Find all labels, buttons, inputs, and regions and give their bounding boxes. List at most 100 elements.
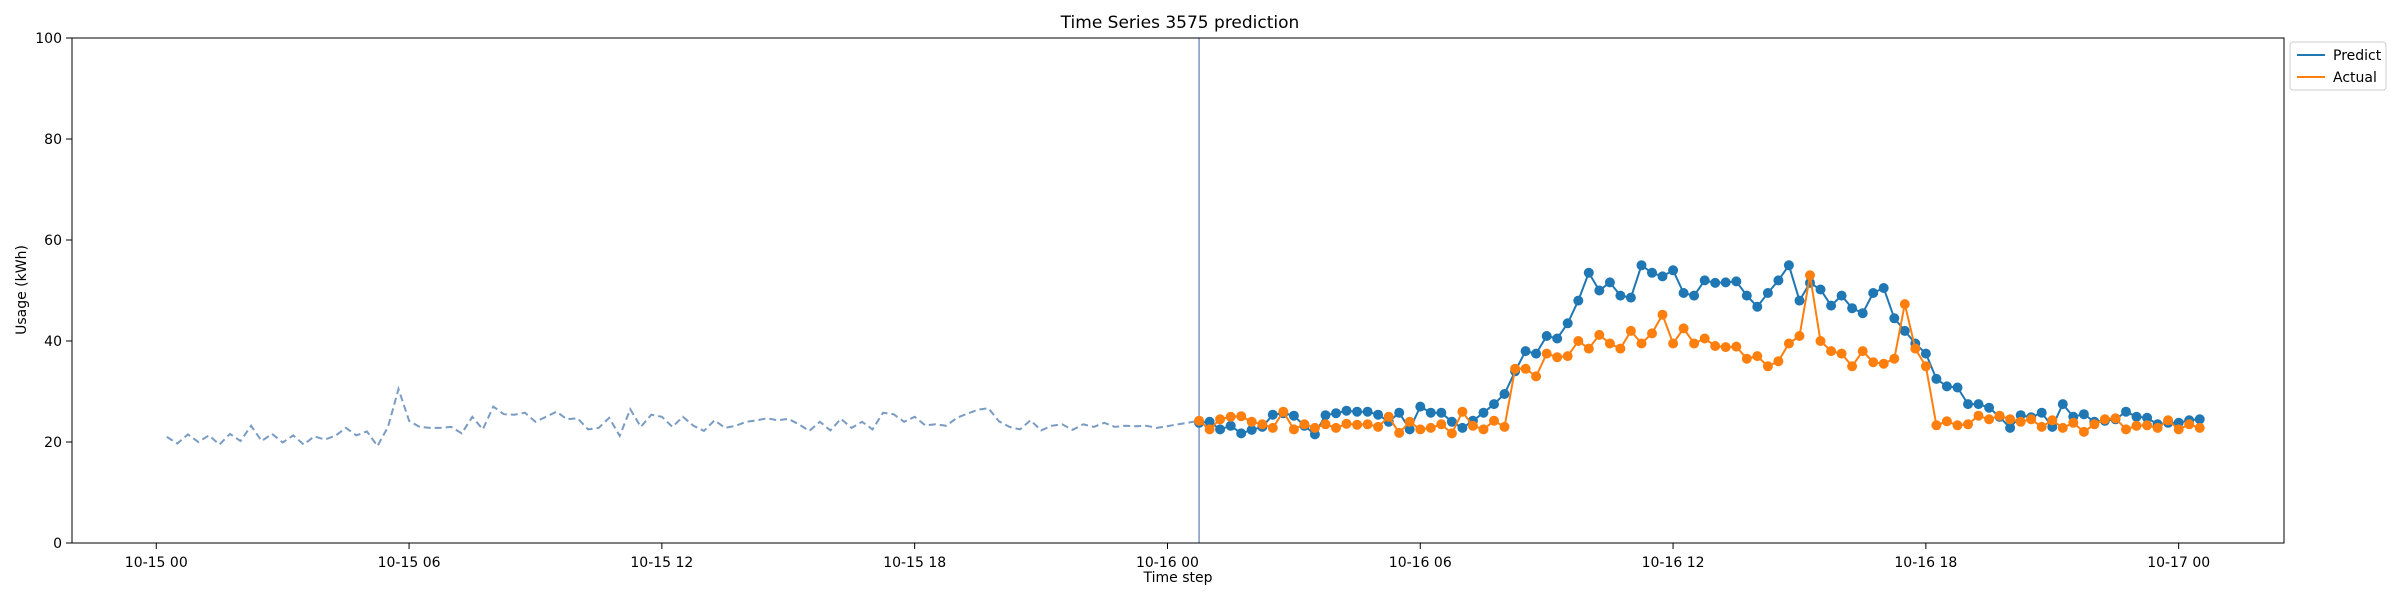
data-point-actual <box>1573 336 1584 346</box>
data-point-actual <box>1636 338 1647 349</box>
data-point-predict <box>1625 292 1636 303</box>
data-point-actual <box>1510 363 1521 374</box>
data-point-actual <box>1741 353 1752 364</box>
x-tick-label: 10-15 06 <box>378 555 441 571</box>
data-point-actual <box>1499 421 1510 432</box>
plot-frame <box>71 37 2285 544</box>
data-point-actual <box>1668 338 1679 349</box>
data-point-predict <box>1373 409 1384 420</box>
data-point-predict <box>1362 406 1373 417</box>
data-point-predict <box>1952 382 1963 393</box>
data-point-predict <box>1457 422 1468 433</box>
data-point-actual <box>1383 411 1394 422</box>
data-point-actual <box>1288 424 1299 435</box>
data-point-actual <box>1952 420 1963 431</box>
data-point-actual <box>1931 420 1942 431</box>
data-point-predict <box>1394 407 1405 418</box>
data-point-actual <box>1826 346 1837 357</box>
data-point-predict <box>1615 290 1626 301</box>
data-point-predict <box>1320 410 1331 421</box>
data-point-predict <box>1604 277 1615 288</box>
data-point-predict <box>1773 275 1784 286</box>
data-point-predict <box>1941 381 1952 392</box>
data-point-predict <box>1352 406 1363 417</box>
data-point-actual <box>1710 341 1721 351</box>
x-axis: 10-15 00 10-15 06 10-15 12 10-15 18 10-16 00… <box>125 543 2210 571</box>
data-point-predict <box>1288 410 1299 421</box>
data-point-predict <box>1236 428 1247 439</box>
data-point-predict <box>2057 399 2068 410</box>
data-point-actual <box>1562 351 1573 362</box>
x-tick-label: 10-15 00 <box>125 555 188 571</box>
data-point-actual <box>1836 348 1847 359</box>
y-tick-label: 40 <box>44 334 62 350</box>
data-point-actual <box>1425 422 1436 433</box>
data-point-actual <box>1689 338 1700 349</box>
data-point-actual <box>1362 419 1373 430</box>
data-point-predict <box>1783 260 1794 271</box>
data-point-actual <box>1446 428 1457 439</box>
data-point-actual <box>2078 426 2089 437</box>
data-point-actual <box>1720 342 1731 353</box>
data-point-actual <box>1373 421 1384 432</box>
legend-label-actual: Actual <box>2333 70 2377 86</box>
y-axis: 0 20 40 60 80 100 <box>35 31 72 552</box>
data-point-predict <box>1573 295 1584 306</box>
data-point-actual <box>1783 338 1794 349</box>
data-point-actual <box>2047 415 2058 426</box>
data-point-actual <box>1889 353 1900 364</box>
data-point-actual <box>1625 325 1636 336</box>
data-point-actual <box>1299 419 1310 430</box>
data-point-actual <box>1352 419 1363 430</box>
data-point-actual <box>1984 414 1995 425</box>
data-point-predict <box>1499 389 1510 399</box>
data-point-actual <box>2057 422 2068 433</box>
data-point-actual <box>1762 361 1773 372</box>
data-point-actual <box>1194 415 1205 426</box>
data-point-actual <box>2015 416 2026 427</box>
data-point-actual <box>1341 418 1352 429</box>
data-point-actual <box>2089 419 2100 430</box>
data-point-actual <box>1552 352 1563 363</box>
data-point-actual <box>1805 270 1815 281</box>
data-point-actual <box>1731 341 1742 352</box>
data-point-predict <box>1889 313 1900 324</box>
data-point-actual <box>1204 424 1215 435</box>
data-point-predict <box>1857 308 1868 319</box>
series-layer <box>166 38 2205 543</box>
data-point-actual <box>1963 419 1973 430</box>
data-point-predict <box>1689 290 1700 301</box>
data-point-predict <box>1562 318 1573 329</box>
data-point-actual <box>1857 346 1868 357</box>
data-point-predict <box>1520 346 1531 357</box>
data-point-actual <box>1331 422 1341 433</box>
data-point-predict <box>1552 333 1563 344</box>
data-point-predict <box>1762 288 1773 298</box>
data-point-actual <box>1215 414 1226 425</box>
data-point-actual <box>1994 410 2005 421</box>
data-point-predict <box>1836 290 1847 301</box>
data-point-actual <box>2173 424 2184 435</box>
chart-title: Time Series 3575 prediction <box>1060 13 1300 33</box>
data-point-actual <box>1225 411 1236 422</box>
data-point-predict <box>1920 348 1931 359</box>
data-point-predict <box>2078 409 2089 420</box>
data-point-predict <box>1984 402 1995 413</box>
x-tick-label: 10-16 00 <box>1136 555 1199 571</box>
data-point-predict <box>1752 301 1763 312</box>
data-point-predict <box>1678 288 1689 298</box>
data-point-actual <box>1773 356 1784 367</box>
data-point-predict <box>2194 414 2205 425</box>
data-point-actual <box>2068 417 2079 428</box>
data-point-predict <box>1415 401 1426 412</box>
data-point-predict <box>1436 407 1447 418</box>
data-point-actual <box>2163 415 2174 426</box>
data-point-predict <box>1847 303 1858 314</box>
y-tick-label: 80 <box>44 132 62 148</box>
data-point-actual <box>1278 406 1289 417</box>
data-point-predict <box>2005 422 2016 433</box>
y-tick-label: 0 <box>53 536 62 552</box>
data-point-actual <box>1236 411 1247 422</box>
data-point-predict <box>1636 260 1647 271</box>
